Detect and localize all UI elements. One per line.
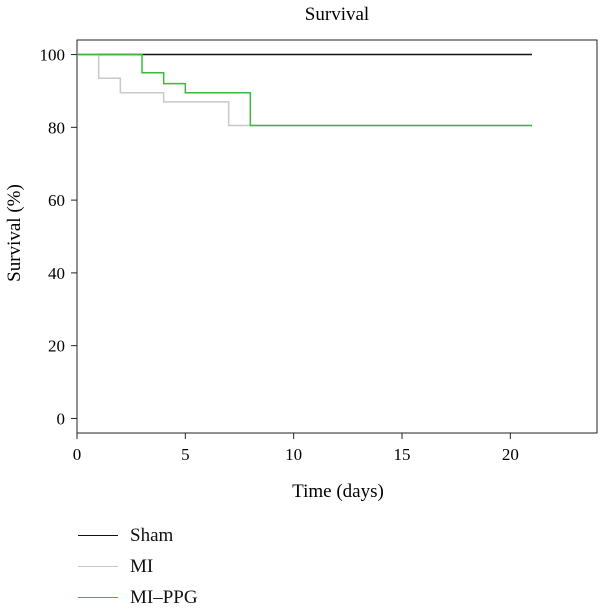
- y-tick-label: 20: [48, 337, 65, 356]
- legend-swatch: [78, 597, 118, 598]
- y-tick-label: 0: [57, 409, 66, 428]
- plot-frame: [76, 39, 598, 434]
- legend-item-mi-ppg: MI–PPG: [78, 582, 198, 613]
- x-tick-label: 10: [285, 445, 302, 464]
- x-axis-label: Time (days): [292, 481, 384, 502]
- series-line-mi-ppg: [77, 53, 532, 127]
- y-tick-label: 40: [48, 264, 65, 283]
- y-tick-label: 80: [48, 118, 65, 137]
- legend-swatch: [78, 566, 118, 567]
- y-tick-label: 100: [40, 46, 66, 65]
- legend-item-sham: Sham: [78, 520, 198, 551]
- series-line-mi: [77, 53, 532, 127]
- legend-label: Sham: [130, 524, 174, 546]
- y-axis-label: Survival (%): [4, 184, 25, 282]
- x-tick-label: 20: [502, 445, 519, 464]
- legend-label: MI: [130, 555, 154, 577]
- legend: Sham MI MI–PPG: [78, 520, 198, 613]
- legend-item-mi: MI: [78, 551, 198, 582]
- chart-title: Survival: [305, 4, 369, 25]
- y-tick-label: 60: [48, 191, 65, 210]
- legend-swatch: [78, 535, 118, 536]
- x-tick-label: 5: [181, 445, 190, 464]
- x-tick-label: 0: [73, 445, 82, 464]
- legend-label: MI–PPG: [130, 586, 198, 608]
- x-tick-label: 15: [394, 445, 411, 464]
